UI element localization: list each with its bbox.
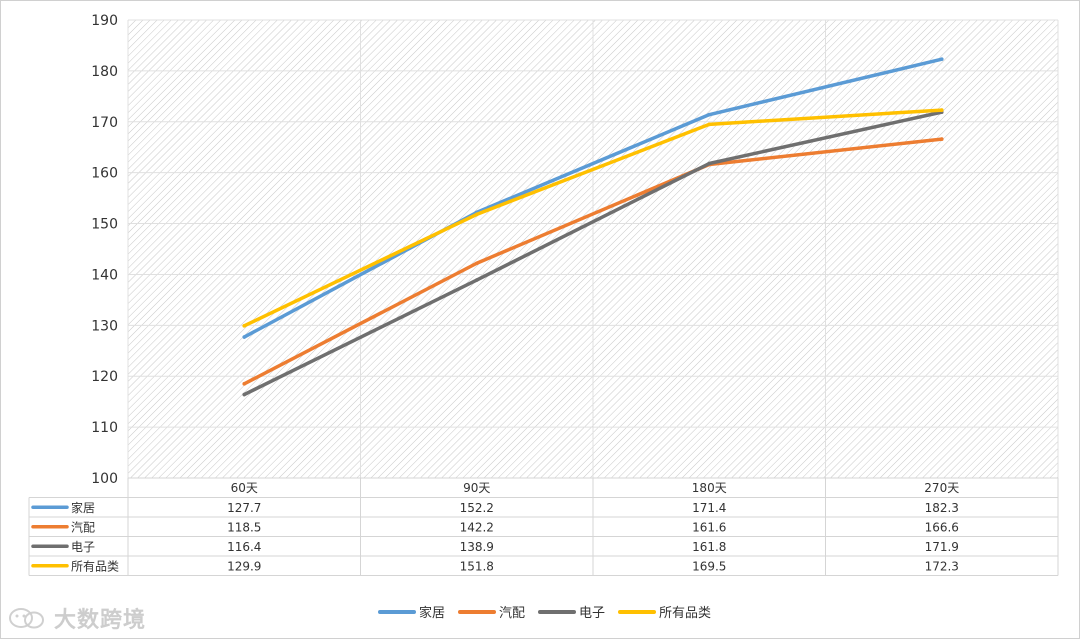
table-cell: 169.5 — [692, 559, 726, 573]
legend-label: 汽配 — [499, 606, 525, 621]
watermark: 大数跨境 — [8, 603, 146, 633]
data-point — [242, 392, 247, 397]
table-cell: 116.4 — [227, 540, 261, 554]
y-tick-label: 170 — [91, 115, 118, 131]
data-point — [707, 161, 712, 166]
legend-label: 家居 — [419, 605, 445, 621]
y-tick-label: 180 — [91, 64, 118, 80]
series-line — [242, 57, 944, 339]
data-point — [474, 278, 479, 282]
y-tick-label: 100 — [91, 471, 118, 487]
table-cell: 151.8 — [460, 559, 494, 573]
data-point — [242, 324, 247, 328]
table-row-label: 电子 — [71, 540, 95, 554]
x-tick-label: 180天 — [692, 481, 727, 495]
series-line — [242, 108, 944, 328]
series-lines — [242, 57, 944, 397]
data-point — [242, 382, 247, 386]
series-line — [242, 137, 944, 386]
x-tick-label: 90天 — [463, 481, 490, 495]
data-point — [939, 57, 944, 61]
data-point — [707, 112, 712, 117]
table-cell: 182.3 — [925, 501, 959, 515]
y-tick-label: 150 — [91, 217, 118, 233]
table-cell: 138.9 — [460, 540, 494, 554]
series-line — [242, 110, 944, 397]
y-tick-label: 120 — [91, 369, 118, 385]
table-cell: 166.6 — [925, 520, 959, 534]
legend-label: 所有品类 — [659, 606, 711, 621]
table-cell: 152.2 — [460, 501, 494, 515]
table-cell: 171.4 — [692, 501, 726, 515]
table-cell: 161.8 — [692, 540, 726, 554]
table-row-label: 家居 — [71, 500, 95, 515]
x-tick-label: 60天 — [231, 481, 258, 495]
table-cell: 171.9 — [925, 540, 959, 554]
data-point — [707, 122, 712, 127]
table-cell: 161.6 — [692, 520, 726, 534]
y-tick-label: 140 — [91, 267, 118, 283]
watermark-text: 大数跨境 — [54, 608, 147, 633]
wechat-logo-icon — [9, 608, 44, 629]
y-tick-label: 110 — [91, 420, 118, 436]
data-point — [939, 137, 944, 141]
table-row-label: 汽配 — [71, 519, 95, 534]
data-point — [474, 261, 479, 266]
legend: 家居 汽配 电子 所有品类 — [378, 605, 711, 621]
data-point — [939, 108, 944, 112]
table-cell: 127.7 — [227, 501, 261, 515]
data-point — [474, 212, 479, 217]
data-point — [242, 335, 247, 339]
y-tick-label: 190 — [91, 13, 118, 29]
y-axis: 100 110 120 130 140 150 160 170 180 190 — [91, 13, 118, 487]
table-row-label: 所有品类 — [71, 559, 119, 573]
table-cell: 118.5 — [227, 520, 261, 534]
y-tick-label: 130 — [91, 318, 118, 334]
table-cell: 172.3 — [925, 559, 959, 573]
table-cell: 129.9 — [227, 559, 261, 573]
x-tick-label: 270天 — [924, 481, 959, 495]
y-tick-label: 160 — [91, 166, 118, 182]
legend-label: 电子 — [579, 606, 605, 621]
table-cell: 142.2 — [460, 520, 494, 534]
